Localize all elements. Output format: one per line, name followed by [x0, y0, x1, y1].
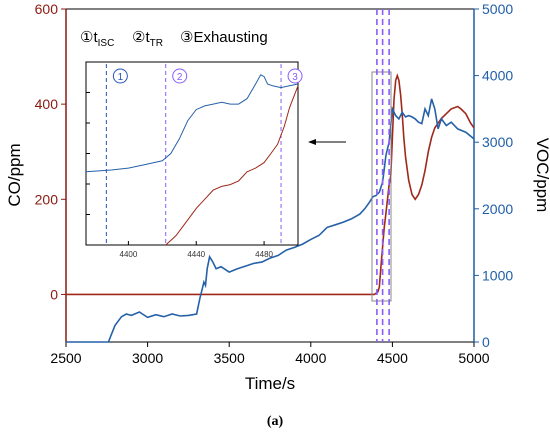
- inset-marker-label: 1: [118, 72, 124, 83]
- y-right-tick-label: 3000: [482, 134, 513, 150]
- legend-sub-2: TR: [150, 38, 163, 49]
- legend-num-3: ③: [180, 29, 193, 46]
- inset-ticks: 4400 4440 4480: [86, 92, 274, 259]
- y-left-title: CO/ppm: [5, 143, 24, 206]
- y-left-tick-label: 400: [35, 96, 59, 112]
- legend-main-2: t: [145, 29, 150, 46]
- legend-main-3: Exhausting: [193, 29, 267, 46]
- x-tick-label: 2500: [50, 350, 81, 366]
- y-right-tick-label: 0: [482, 334, 490, 350]
- inset-marker-label: 3: [292, 72, 298, 83]
- inset-x-tick-label: 4440: [187, 250, 205, 259]
- legend-item-2: ②tTR: [132, 29, 163, 49]
- inset-voc-line: [85, 74, 299, 173]
- y-right-tick-label: 1000: [482, 267, 513, 283]
- inset-co-line: [165, 85, 299, 246]
- inset-markers: 1 2 3: [105, 64, 303, 245]
- y-right-tick-label: 2000: [482, 201, 513, 217]
- inset-marker-label: 2: [177, 72, 183, 83]
- y-right-tick-label: 4000: [482, 68, 513, 84]
- x-title: Time/s: [245, 374, 295, 393]
- inset-marker-circle: [287, 68, 303, 84]
- legend-main-1: t: [93, 29, 98, 46]
- ticks-layer: 2500 3000 3500 4000 4500 50000200400600010002…: [35, 1, 514, 366]
- figure-caption: (a): [266, 414, 284, 429]
- y-left-tick-label: 200: [35, 191, 59, 207]
- legend-num-1: ①: [80, 29, 93, 46]
- legend-item-3: ③Exhausting: [180, 29, 268, 46]
- inset-marker-circle: [112, 68, 128, 84]
- inset-x-tick-label: 4400: [120, 250, 138, 259]
- y-right-tick-label: 5000: [482, 1, 513, 17]
- legend-item-1: ①tISC: [80, 29, 114, 49]
- inset-chart: 1 2 3 4400 4440 4480: [85, 61, 303, 259]
- x-tick-label: 4000: [295, 350, 326, 366]
- x-tick-label: 3500: [214, 350, 245, 366]
- y-left-tick-label: 600: [35, 1, 59, 17]
- co-series-line: [66, 73, 475, 296]
- y-left-tick-label: 0: [50, 286, 58, 302]
- x-tick-label: 4500: [377, 350, 408, 366]
- voc-series-line: [66, 98, 475, 343]
- legend-sub-1: ISC: [98, 38, 115, 49]
- inset-background: [85, 61, 299, 246]
- legend-num-2: ②: [132, 29, 145, 46]
- x-tick-label: 3000: [132, 350, 163, 366]
- y-right-title: VOC/ppm: [533, 138, 550, 213]
- vertical-markers: [376, 9, 390, 342]
- x-tick-label: 5000: [458, 350, 489, 366]
- inset-marker-circle: [172, 68, 188, 84]
- legend: ①tISC ②tTR ③Exhausting: [80, 29, 268, 49]
- highlight-box: [371, 71, 392, 302]
- arrow-to-inset: [308, 139, 346, 145]
- inset-x-tick-label: 4480: [255, 250, 273, 259]
